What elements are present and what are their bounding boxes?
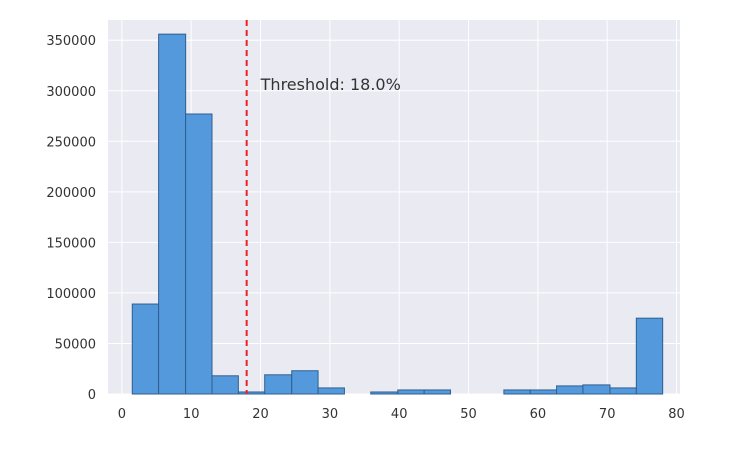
histogram-bar <box>423 389 452 395</box>
y-tick-label: 250000 <box>46 135 96 150</box>
x-axis-ticks: 0 10 20 30 40 50 60 70 80 <box>118 407 685 422</box>
x-tick-label: 80 <box>668 407 685 422</box>
histogram-bar <box>503 389 531 395</box>
histogram-bars <box>131 33 664 395</box>
histogram-bar <box>158 33 187 395</box>
x-tick-label: 30 <box>322 407 339 422</box>
y-axis-ticks: 0 50000 100000 150000 200000 250000 300000 3500… <box>46 34 96 403</box>
histogram-bar <box>185 113 213 395</box>
x-tick-label: 0 <box>118 407 126 422</box>
histogram-bar <box>529 389 558 395</box>
y-tick-label: 350000 <box>46 34 96 49</box>
x-tick-label: 20 <box>252 407 269 422</box>
x-tick-label: 60 <box>530 407 547 422</box>
x-tick-label: 50 <box>460 407 477 422</box>
histogram-bar <box>211 375 239 395</box>
histogram-bar <box>317 387 345 395</box>
y-tick-label: 0 <box>88 388 96 403</box>
threshold-label: Threshold: 18.0% <box>260 75 401 94</box>
histogram-bar <box>397 389 425 395</box>
y-tick-label: 150000 <box>46 236 96 251</box>
y-tick-label: 200000 <box>46 186 96 201</box>
histogram-bar <box>264 374 293 395</box>
histogram-bar <box>131 303 160 395</box>
histogram-bar <box>609 387 637 395</box>
histogram-bar <box>556 385 584 395</box>
histogram-bar <box>291 370 319 395</box>
histogram-bar <box>582 384 611 395</box>
y-tick-label: 100000 <box>46 287 96 302</box>
x-tick-label: 10 <box>183 407 200 422</box>
histogram-bar <box>370 391 399 395</box>
x-tick-label: 40 <box>391 407 408 422</box>
histogram-bar <box>635 317 664 395</box>
histogram-bar <box>237 391 266 395</box>
y-tick-label: 50000 <box>55 337 96 352</box>
x-tick-label: 70 <box>599 407 616 422</box>
y-tick-label: 300000 <box>46 85 96 100</box>
